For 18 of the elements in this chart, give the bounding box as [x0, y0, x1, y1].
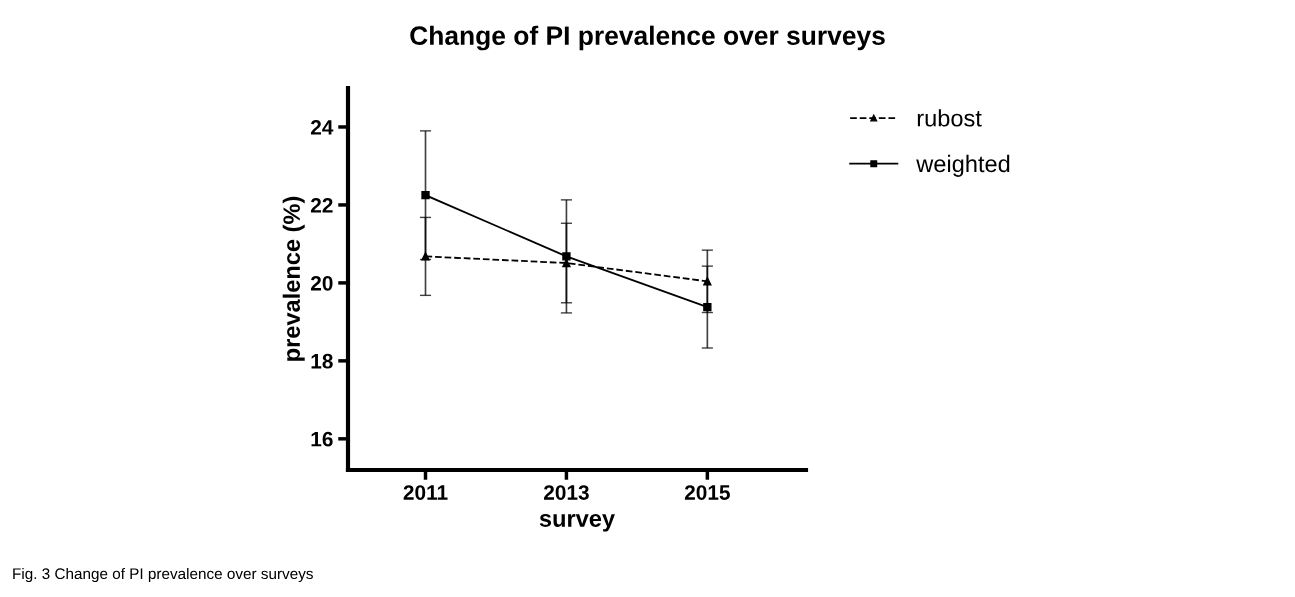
point — [703, 277, 712, 286]
y-axis-title: prevalence (%) — [282, 196, 305, 361]
point — [421, 191, 430, 200]
x-tick-label: 2013 — [543, 485, 589, 500]
point — [703, 302, 712, 312]
y-tick-label: 16 — [311, 431, 333, 447]
x-tick-label: 2015 — [684, 485, 730, 500]
y-tick-label: 22 — [310, 197, 333, 213]
caption: Fig. 3 Change of PI prevalence over surveys — [13, 567, 313, 583]
point — [562, 252, 571, 261]
x-tick-label: 2011 — [403, 485, 448, 500]
x-axis-title: survey — [539, 513, 615, 532]
y-tick-label: 24 — [310, 119, 334, 135]
legend-label: rubost — [917, 109, 982, 127]
legend-label: weighted — [916, 154, 1010, 177]
y-tick-label: 20 — [310, 275, 333, 291]
chart-title: Change of PI prevalence over surveys — [410, 25, 885, 51]
y-tick-label: 18 — [311, 353, 333, 369]
